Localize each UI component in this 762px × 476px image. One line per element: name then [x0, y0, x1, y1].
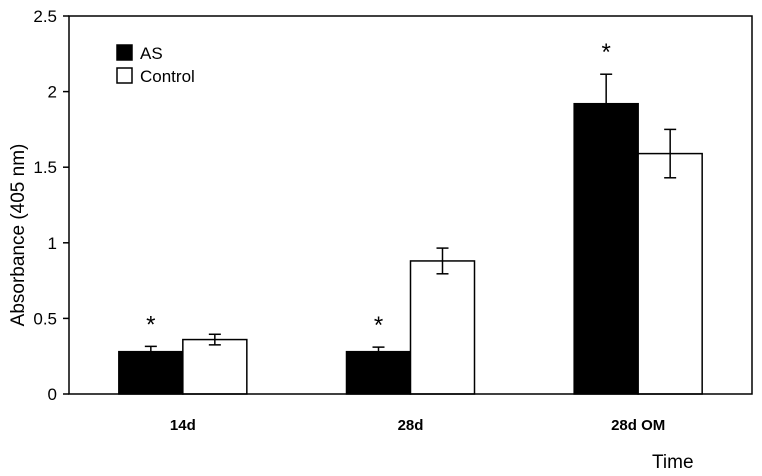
- plot-frame: [68, 15, 753, 395]
- y-axis-ticks: 0 0.5 1 1.5 2 2.5: [33, 7, 69, 404]
- y-axis-title: Absorbance (405 nm): [8, 144, 29, 327]
- legend: AS Control: [116, 44, 195, 86]
- y-tick-label: 1.5: [33, 158, 57, 177]
- x-axis-category-labels: 14d 28d 28d OM: [170, 417, 665, 434]
- y-tick-label: 2.5: [33, 7, 57, 26]
- x-tick-label: 14d: [170, 417, 196, 434]
- bars: [118, 102, 703, 395]
- bar-as-28d-om: [573, 102, 639, 395]
- significance-star: *: [374, 312, 383, 339]
- bar-control-14d: [182, 338, 248, 395]
- bar-control-28d-om: [637, 152, 703, 395]
- y-tick-label: 2: [48, 83, 57, 102]
- legend-label-as: AS: [140, 44, 163, 63]
- bar-as-14d: [118, 350, 184, 395]
- error-bars: [144, 73, 677, 358]
- x-tick-label: 28d: [398, 417, 424, 434]
- y-tick-label: 0.5: [33, 309, 57, 328]
- legend-swatch-control: [116, 67, 133, 84]
- significance-star: *: [601, 39, 610, 66]
- x-axis-title: Time: [652, 452, 694, 473]
- legend-swatch-as: [116, 44, 133, 61]
- significance-markers: * * *: [146, 39, 611, 339]
- significance-star: *: [146, 311, 155, 338]
- legend-label-control: Control: [140, 67, 195, 86]
- y-tick-label: 0: [48, 385, 57, 404]
- bar-control-28d: [409, 260, 476, 395]
- x-tick-label: 28d OM: [611, 417, 665, 434]
- y-tick-label: 1: [48, 234, 57, 253]
- bar-as-28d: [345, 350, 412, 395]
